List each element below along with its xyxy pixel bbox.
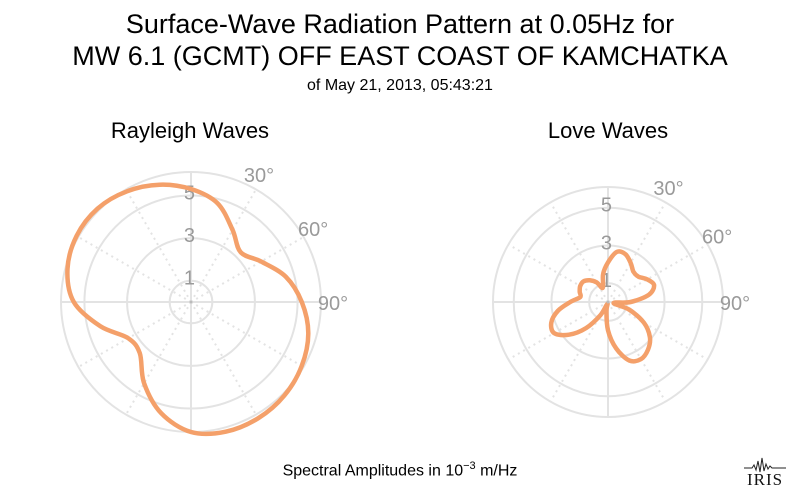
center-point	[606, 300, 610, 304]
radial-tick-label: 3	[601, 232, 612, 254]
grid-spoke	[125, 301, 192, 416]
angle-tick-label: 90°	[318, 293, 348, 315]
grid-spoke	[190, 301, 257, 416]
iris-logo-text: IRIS	[746, 470, 784, 489]
grid-spoke	[190, 301, 305, 368]
iris-logo: IRIS	[742, 456, 788, 490]
angle-tick-label: 90°	[720, 293, 750, 315]
footer-prefix: Spectral Amplitudes in	[282, 462, 446, 480]
grid-spoke	[607, 301, 709, 361]
grid-spoke	[125, 188, 192, 303]
angle-tick-label: 60°	[702, 227, 732, 249]
radial-tick-label: 5	[184, 182, 195, 204]
radial-tick-label: 1	[601, 270, 612, 292]
radial-tick-label: 5	[601, 195, 612, 217]
grid-spoke	[507, 243, 609, 303]
grid-spoke	[77, 236, 192, 303]
seismogram-icon	[744, 457, 786, 473]
footer-exponent: −3	[463, 460, 476, 472]
grid-spoke	[607, 201, 667, 303]
footer-caption: Spectral Amplitudes in 10−3 m/Hz	[0, 454, 800, 483]
love-panel-title: Love Waves	[547, 118, 669, 143]
angle-tick-label: 30°	[653, 178, 683, 200]
angle-tick-label: 30°	[244, 165, 274, 187]
grid-spoke	[507, 301, 609, 361]
radiation-pattern-curve	[65, 182, 311, 437]
grid-spoke	[77, 301, 192, 368]
footer-base: 10	[445, 462, 464, 480]
rayleigh-polar-panel: 1 3 5 30° 60° 90°	[60, 165, 348, 437]
chart-title-line-1: Surface-Wave Radiation Pattern at 0.05Hz…	[125, 9, 675, 39]
chart-subtitle-date: of May 21, 2013, 05:43:21	[307, 77, 493, 94]
radial-tick-label: 3	[184, 225, 195, 247]
footer-unit: m/Hz	[475, 462, 518, 480]
grid-spoke	[190, 188, 257, 303]
love-polar-panel: 1 3 5 30° 60° 90°	[492, 178, 750, 418]
grid-spoke	[607, 301, 667, 403]
rayleigh-panel-title: Rayleigh Waves	[110, 118, 270, 143]
angle-tick-label: 60°	[298, 219, 328, 241]
grid-spoke	[607, 243, 709, 303]
chart-title-line-2: MW 6.1 (GCMT) OFF EAST COAST OF KAMCHATK…	[72, 41, 728, 71]
center-point	[189, 300, 193, 304]
radiation-pattern-curve	[548, 249, 657, 364]
radial-tick-label: 1	[184, 268, 195, 290]
grid-spoke	[190, 236, 305, 303]
